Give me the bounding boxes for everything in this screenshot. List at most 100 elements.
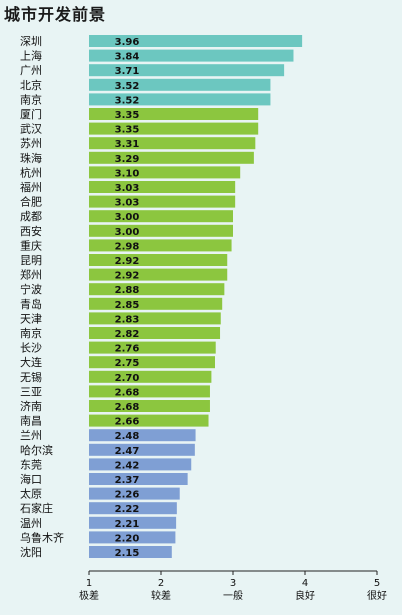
x-tick-word: 一般	[223, 589, 243, 602]
category-label: 南京	[20, 326, 42, 340]
value-label: 3.35	[115, 110, 140, 121]
bar	[89, 64, 285, 77]
category-label: 福州	[20, 180, 42, 194]
bar	[89, 78, 271, 91]
bar	[89, 283, 225, 296]
value-label: 2.68	[115, 387, 140, 398]
category-label: 宁波	[20, 282, 42, 296]
value-label: 2.92	[115, 271, 140, 282]
category-label: 杭州	[20, 165, 42, 179]
bar	[89, 151, 254, 164]
bar	[89, 414, 209, 427]
bar	[89, 458, 192, 471]
category-label: 北京	[20, 78, 42, 92]
x-tick-label: 1	[86, 578, 92, 589]
value-label: 3.96	[115, 37, 140, 48]
category-label: 太原	[20, 488, 42, 501]
category-label: 昆明	[20, 254, 42, 267]
value-label: 2.85	[115, 300, 140, 311]
value-label: 3.71	[115, 66, 140, 77]
value-label: 3.00	[115, 227, 140, 238]
category-label: 无锡	[20, 370, 42, 384]
x-tick-word: 很好	[367, 589, 387, 602]
x-tick-label: 2	[158, 578, 164, 589]
bar	[89, 327, 221, 339]
value-label: 3.03	[115, 198, 140, 209]
category-label: 济南	[20, 399, 42, 413]
bar	[89, 181, 236, 193]
category-label: 沈阳	[20, 545, 42, 559]
value-label: 2.88	[115, 285, 140, 296]
category-label: 南京	[20, 92, 42, 106]
bar	[89, 443, 195, 456]
value-label: 2.76	[115, 344, 140, 355]
bar	[89, 400, 210, 412]
bar	[89, 195, 236, 208]
value-label: 2.82	[115, 329, 140, 340]
category-label: 重庆	[20, 238, 42, 252]
value-label: 2.15	[115, 548, 140, 559]
value-label: 2.47	[115, 446, 140, 457]
bar	[89, 356, 215, 369]
value-label: 2.37	[115, 475, 140, 486]
value-label: 2.92	[115, 256, 140, 267]
bar	[89, 385, 210, 398]
bar	[89, 268, 228, 281]
category-label: 苏州	[20, 137, 42, 150]
bar	[89, 224, 233, 237]
value-label: 3.03	[115, 183, 140, 194]
bar	[89, 210, 233, 223]
value-label: 2.68	[115, 402, 140, 413]
category-label: 合肥	[20, 195, 42, 209]
bar	[89, 531, 176, 544]
value-label: 3.52	[115, 81, 140, 92]
value-label: 3.35	[115, 125, 140, 136]
value-label: 3.29	[115, 154, 140, 165]
bar	[89, 122, 259, 135]
value-label: 3.52	[115, 95, 140, 106]
value-label: 3.31	[115, 139, 140, 150]
bar	[89, 473, 188, 485]
x-tick-word: 极差	[79, 589, 99, 602]
value-label: 2.20	[115, 533, 140, 544]
bar	[89, 516, 177, 529]
category-label: 长沙	[20, 342, 42, 355]
bar	[89, 312, 221, 325]
bar	[89, 93, 271, 106]
bar	[89, 429, 196, 442]
value-label: 2.42	[115, 460, 140, 471]
bar	[89, 341, 216, 354]
value-label: 2.22	[115, 504, 140, 515]
category-label: 温州	[20, 517, 42, 530]
category-label: 东莞	[20, 458, 42, 471]
bar	[89, 108, 259, 120]
category-label: 南昌	[20, 415, 42, 428]
value-label: 3.84	[115, 52, 140, 63]
x-tick-label: 4	[302, 578, 308, 589]
bar	[89, 254, 228, 266]
bar	[89, 49, 294, 62]
value-label: 3.00	[115, 212, 140, 223]
bar	[89, 370, 212, 383]
value-label: 3.10	[115, 168, 140, 179]
category-label: 海口	[20, 472, 42, 486]
x-tick-label: 3	[230, 578, 236, 589]
category-label: 郑州	[20, 268, 42, 282]
bar	[89, 239, 232, 252]
value-label: 2.70	[115, 373, 140, 384]
category-label: 天津	[20, 312, 42, 325]
category-label: 成都	[20, 210, 42, 223]
x-tick-word: 较差	[151, 589, 171, 602]
category-label: 乌鲁木齐	[20, 530, 64, 544]
value-label: 2.26	[115, 490, 140, 501]
category-label: 大连	[20, 355, 42, 369]
category-label: 石家庄	[20, 501, 53, 515]
value-label: 2.98	[115, 241, 140, 252]
value-label: 2.75	[115, 358, 140, 369]
x-tick-label: 5	[374, 578, 380, 589]
category-label: 厦门	[20, 107, 42, 121]
category-label: 广州	[20, 64, 42, 77]
category-label: 武汉	[20, 123, 42, 136]
bar	[89, 166, 241, 179]
